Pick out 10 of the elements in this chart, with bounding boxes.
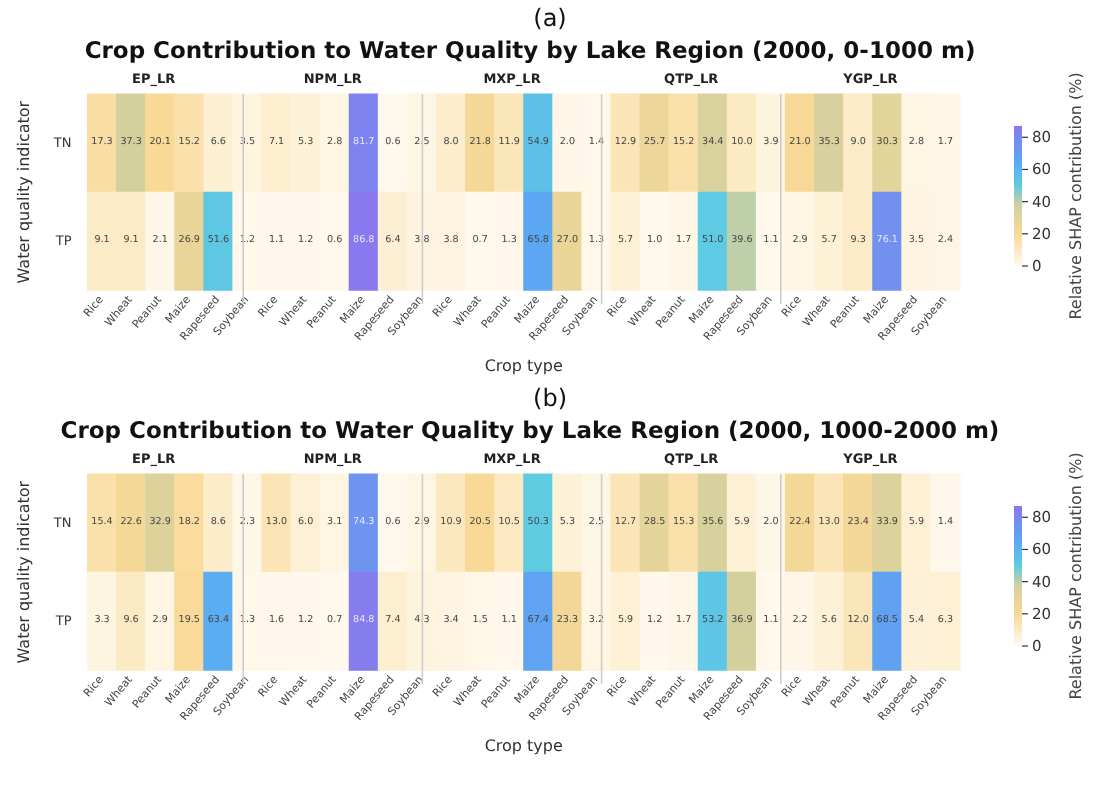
text: (a) xyxy=(533,4,567,32)
text: (b) xyxy=(533,384,567,412)
x-axis-title: Crop type xyxy=(484,737,563,755)
text: Crop Contribution to Water Quality by Lake Region (2000, 1000-2000 m) xyxy=(60,416,1000,444)
text: Crop Contribution to Water Quality by Lake Region (2000, 0-1000 m) xyxy=(84,36,976,64)
color-bar-title: Relative SHAP contribution (%) xyxy=(1067,72,1085,320)
y-axis-title: Water quality indicator xyxy=(15,479,33,664)
y-axis-title: Water quality indicator xyxy=(15,99,33,284)
color-bar-title: Relative SHAP contribution (%) xyxy=(1067,452,1085,700)
x-axis-title: Crop type xyxy=(484,357,563,375)
